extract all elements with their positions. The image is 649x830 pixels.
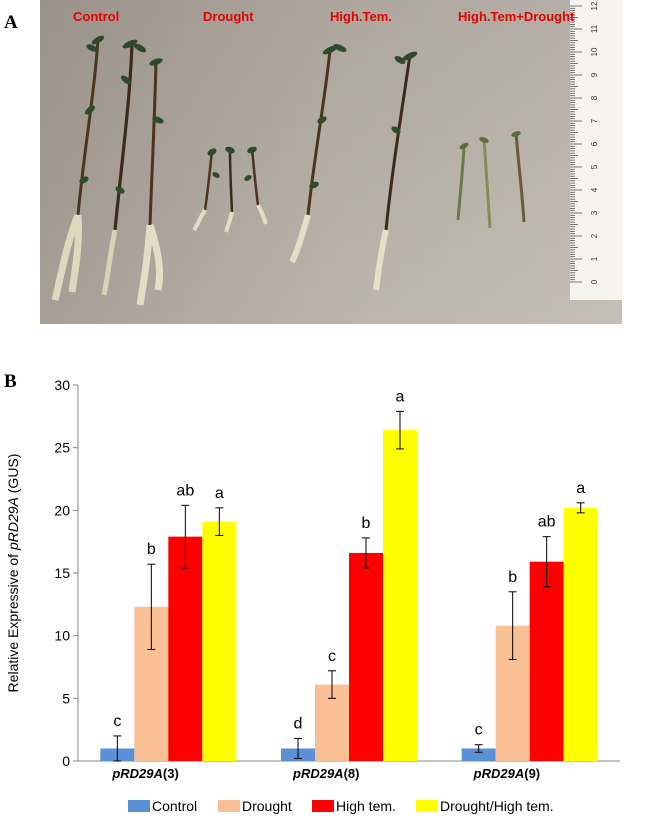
legend-swatch xyxy=(218,800,240,812)
significance-letter: b xyxy=(362,515,371,532)
x-category-label: pRD29A(3) xyxy=(111,766,178,781)
expression-bar-chart: 0 5 10 15 20 25 30 c b ab a d c b a c b ab a pRD29A(3) pRD… xyxy=(5,377,620,814)
seedling-photo: 0 1 2 3 4 5 6 7 8 9 10 11 12 Control Drought High.Te… xyxy=(40,0,622,324)
seedling-group-control xyxy=(51,35,164,306)
legend-label: Control xyxy=(152,798,197,814)
significance-letter: a xyxy=(576,480,585,497)
panel-b-label: B xyxy=(4,371,17,392)
significance-letter: ab xyxy=(538,514,556,531)
bar xyxy=(383,430,417,761)
ruler-label: 2 xyxy=(590,233,599,238)
legend-swatch xyxy=(312,800,334,812)
seedling-group-high-tem xyxy=(289,43,418,291)
ruler-label: 6 xyxy=(590,141,599,146)
bar xyxy=(349,552,383,761)
ruler-label: 5 xyxy=(590,164,599,169)
y-tick-label: 25 xyxy=(54,440,70,456)
legend-swatch xyxy=(416,800,438,812)
bar xyxy=(461,748,496,761)
legend-label: High tem. xyxy=(336,798,396,814)
bar xyxy=(563,507,598,761)
y-tick-label: 30 xyxy=(54,377,70,393)
significance-letter: c xyxy=(328,648,336,665)
ruler-label: 12 xyxy=(590,1,599,10)
seedling-group-high-tem-drought xyxy=(456,131,526,229)
bar xyxy=(168,536,203,761)
y-tick-label: 5 xyxy=(62,690,70,706)
significance-letter: b xyxy=(147,541,156,558)
condition-label-high-tem: High.Tem. xyxy=(330,9,392,24)
bar xyxy=(202,521,237,761)
y-tick-label: 0 xyxy=(62,753,70,769)
y-axis-label: Relative Expressive of pRD29A (GUS) xyxy=(5,454,21,693)
panel-a-label: A xyxy=(4,12,18,33)
seedling-group-drought xyxy=(192,146,268,233)
condition-label-high-tem-drought: High.Tem+Drought xyxy=(458,9,575,24)
x-category-label: pRD29A(9) xyxy=(473,766,540,781)
legend-label: Drought xyxy=(242,798,292,814)
significance-letter: ab xyxy=(176,482,194,499)
x-category-label: pRD29A(8) xyxy=(292,766,359,781)
y-tick-label: 10 xyxy=(54,628,70,644)
ruler-label: 10 xyxy=(590,47,599,56)
ruler-label: 7 xyxy=(590,118,599,123)
significance-letter: c xyxy=(475,722,483,739)
ruler-label: 9 xyxy=(590,72,599,77)
legend-label: Drought/High tem. xyxy=(440,798,554,814)
ruler-label: 8 xyxy=(590,95,599,100)
significance-letter: d xyxy=(294,715,303,732)
condition-label-control: Control xyxy=(73,9,119,24)
y-tick-label: 20 xyxy=(54,502,70,518)
significance-letter: a xyxy=(396,388,405,405)
legend-swatch xyxy=(128,800,150,812)
ruler-label: 1 xyxy=(590,256,599,261)
y-tick-label: 15 xyxy=(54,565,70,581)
ruler-label: 3 xyxy=(590,210,599,215)
bar xyxy=(529,561,564,761)
ruler-label: 11 xyxy=(590,24,599,33)
significance-letter: c xyxy=(113,713,121,730)
condition-label-drought: Drought xyxy=(203,9,254,24)
ruler-label: 0 xyxy=(590,279,599,284)
significance-letter: a xyxy=(215,485,224,502)
significance-letter: b xyxy=(508,569,517,586)
ruler-label: 4 xyxy=(590,187,599,192)
